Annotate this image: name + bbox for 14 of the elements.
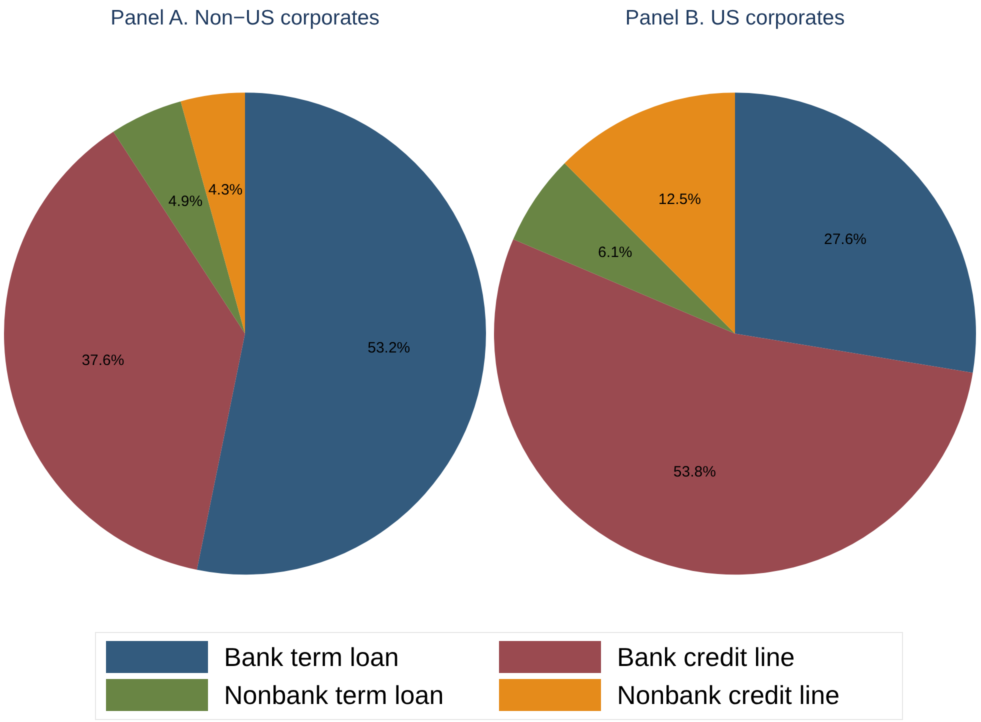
legend-label: Nonbank credit line — [617, 680, 840, 710]
data-label: 53.8% — [673, 464, 716, 481]
chart-title: Panel A. Non−US corporates — [110, 6, 380, 30]
data-label: 4.9% — [168, 192, 203, 210]
legend-label: Bank credit line — [617, 642, 795, 672]
data-label: 12.5% — [658, 191, 701, 208]
data-label: 27.6% — [824, 231, 867, 248]
data-label: 37.6% — [82, 352, 124, 369]
legend-label: Nonbank term loan — [224, 680, 444, 710]
legend-label: Bank term loan — [224, 642, 399, 672]
chart-title: Panel B. US corporates — [625, 6, 845, 30]
data-label: 6.1% — [598, 244, 632, 261]
data-label: 53.2% — [368, 339, 410, 356]
data-label: 4.3% — [208, 181, 243, 198]
